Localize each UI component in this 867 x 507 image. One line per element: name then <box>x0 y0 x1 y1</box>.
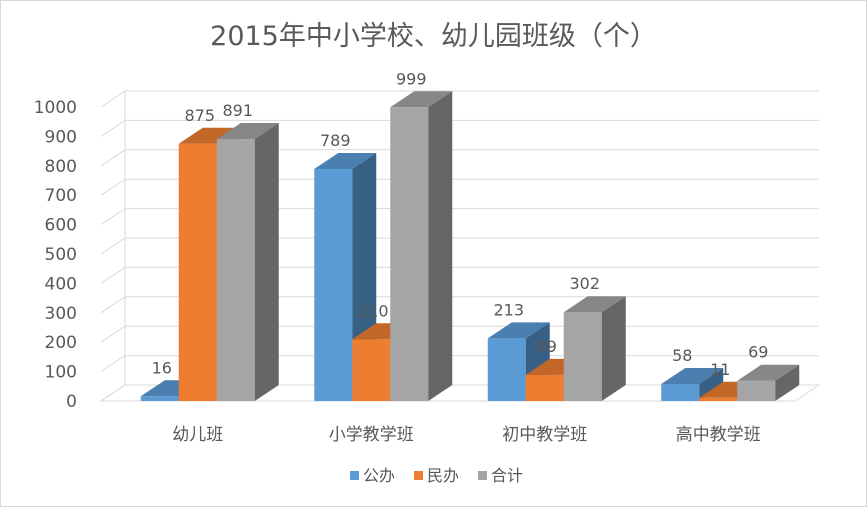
y-tick-label: 300 <box>45 304 77 324</box>
data-label: 213 <box>493 300 524 319</box>
bars <box>140 91 800 402</box>
gridline <box>100 266 819 284</box>
bar-front <box>216 139 255 401</box>
y-tick-label: 900 <box>45 127 77 147</box>
data-label: 89 <box>537 337 557 356</box>
bar-front <box>737 380 776 401</box>
data-label: 302 <box>569 274 600 293</box>
y-axis: 0 100 200 300 400 500 600 700 800 900 1000 <box>34 98 77 412</box>
gridline <box>100 237 819 255</box>
data-label: 16 <box>152 358 172 377</box>
y-tick-label: 1000 <box>34 98 77 118</box>
data-label: 210 <box>358 301 389 320</box>
legend-label: 合计 <box>491 466 523 485</box>
bar-front <box>314 169 353 401</box>
bar-front <box>661 383 700 401</box>
legend: 公办 民办 合计 <box>350 466 523 485</box>
bar-top <box>563 296 626 313</box>
bar-top <box>661 367 724 384</box>
bar-front <box>390 107 429 401</box>
bar-front <box>563 312 602 401</box>
bar-front <box>178 143 217 401</box>
bar-side <box>699 367 724 401</box>
legend-label: 公办 <box>363 466 395 485</box>
y-tick-label: 600 <box>45 216 77 236</box>
bar-side <box>254 123 279 402</box>
bar-front <box>487 338 526 401</box>
data-label: 11 <box>710 360 730 379</box>
bar-top <box>178 127 241 144</box>
bar-top <box>737 364 800 381</box>
data-label: 891 <box>222 101 253 120</box>
y-tick-label: 100 <box>45 363 77 383</box>
bar-side <box>775 364 800 401</box>
bar-front <box>352 339 391 401</box>
data-label: 875 <box>184 106 215 125</box>
data-label: 69 <box>748 343 768 362</box>
data-label: 999 <box>396 69 427 88</box>
gridline <box>100 208 819 226</box>
bar-front <box>525 374 564 401</box>
legend-swatch <box>414 471 423 480</box>
legend-swatch <box>478 471 487 480</box>
x-category-label: 小学教学班 <box>329 425 414 445</box>
gridline <box>100 90 819 108</box>
x-category-label: 初中教学班 <box>502 425 587 445</box>
bar-side <box>601 296 626 401</box>
bar-top <box>390 91 453 108</box>
x-category-label: 高中教学班 <box>676 425 761 445</box>
bar-front <box>699 397 738 401</box>
bar-side <box>428 91 453 401</box>
y-tick-label: 500 <box>45 245 77 265</box>
gridline <box>100 178 819 196</box>
bar-top <box>216 123 279 140</box>
y-tick-label: 200 <box>45 333 77 353</box>
gridline <box>100 119 819 137</box>
data-labels: 16 875 891 789 210 999 213 89 302 58 11 69 <box>152 69 769 378</box>
bar-front <box>140 396 179 401</box>
data-label: 789 <box>320 131 351 150</box>
x-axis: 幼儿班 小学教学班 初中教学班 高中教学班 <box>172 425 761 445</box>
legend-swatch <box>350 471 359 480</box>
y-tick-label: 800 <box>45 157 77 177</box>
data-label: 58 <box>672 346 692 365</box>
bar-top <box>487 322 550 339</box>
x-category-label: 幼儿班 <box>172 425 223 445</box>
legend-label: 民办 <box>427 466 459 485</box>
gridline <box>100 149 819 167</box>
y-tick-label: 0 <box>66 392 77 412</box>
y-tick-label: 700 <box>45 186 77 206</box>
bar-top <box>314 153 377 170</box>
chart-title: 2015年中小学校、幼儿园班级（个） <box>210 21 657 52</box>
y-tick-label: 400 <box>45 274 77 294</box>
